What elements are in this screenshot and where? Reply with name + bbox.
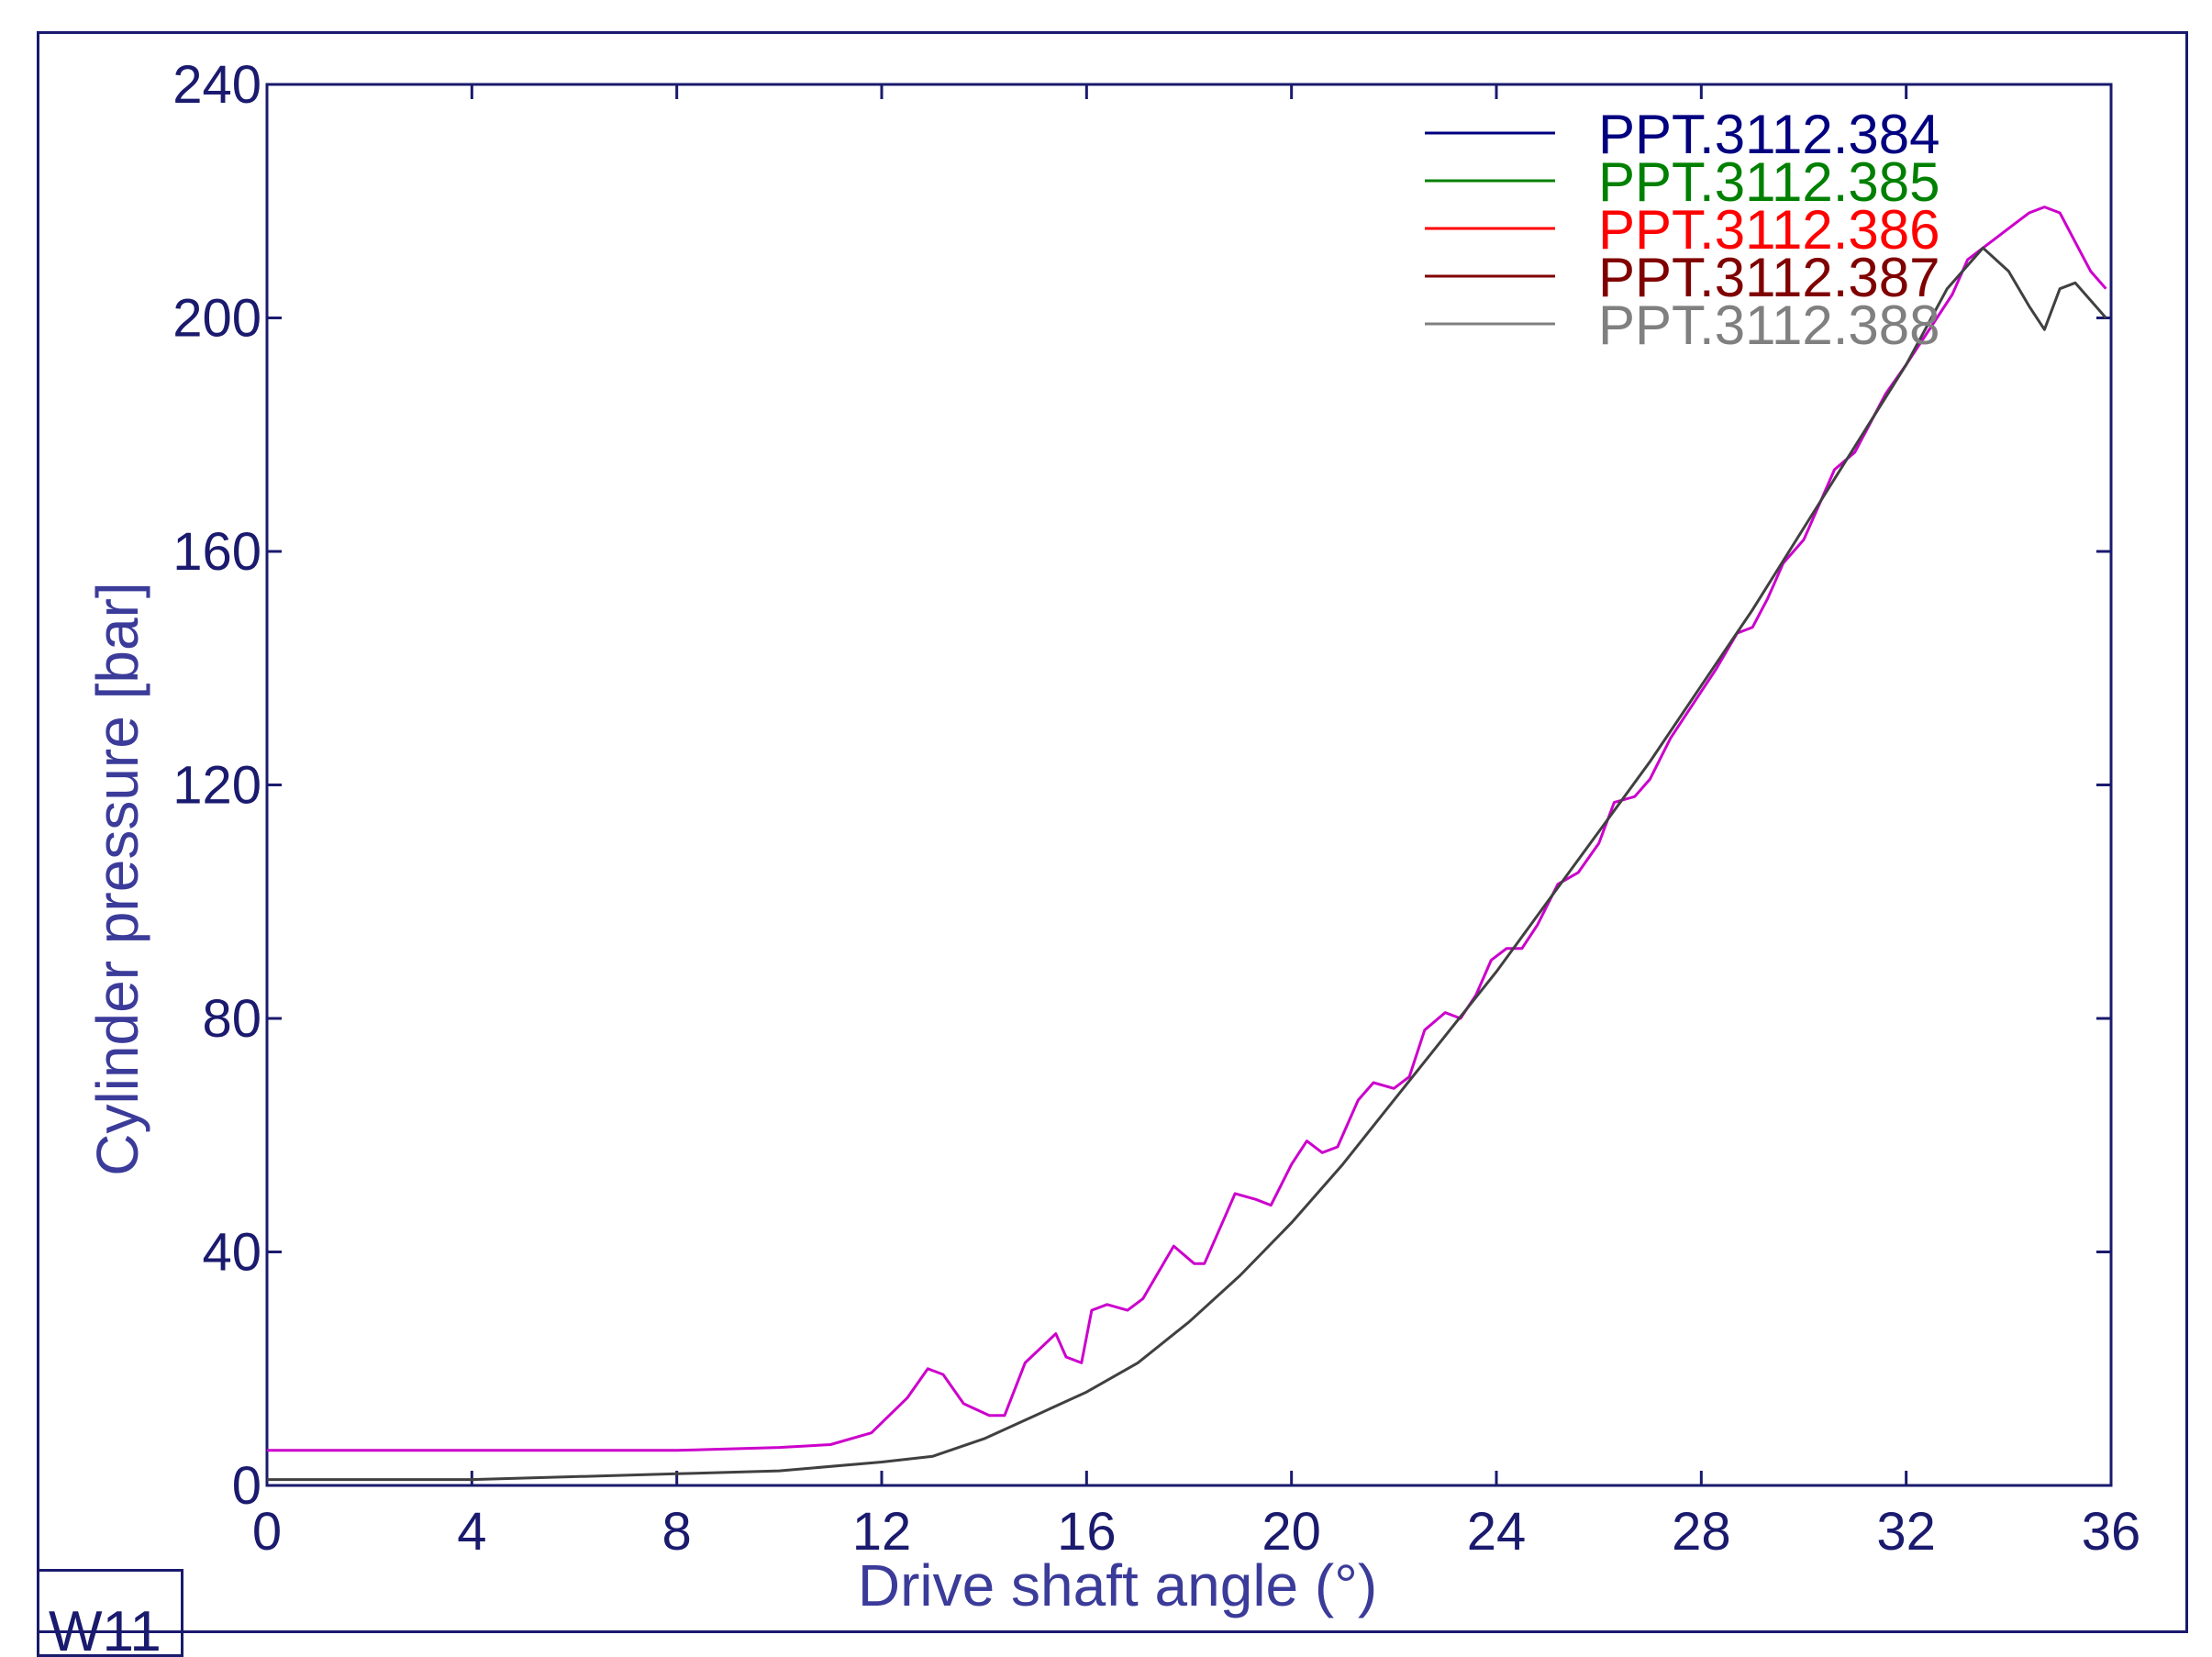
legend-label: PPT.3112.387 <box>1598 247 1940 308</box>
series-line <box>267 206 2107 1452</box>
legend-label: PPT.3112.385 <box>1598 151 1940 213</box>
y-axis-title: Cylinder pressure [bar] <box>84 582 150 1175</box>
legend: PPT.3112.384PPT.3112.385PPT.3112.386PPT.… <box>1425 104 1940 356</box>
y-tick-label: 160 <box>172 522 261 582</box>
x-tick-label: 36 <box>2082 1502 2141 1562</box>
x-tick-label: 12 <box>852 1502 912 1562</box>
corner-label-text: W11 <box>49 1600 161 1657</box>
x-axis-title: Drive shaft angle (°) <box>858 1552 1377 1618</box>
y-tick-label: 240 <box>172 55 261 115</box>
legend-label: PPT.3112.386 <box>1598 199 1940 261</box>
x-tick-label: 16 <box>1057 1502 1117 1562</box>
y-tick-label: 80 <box>202 989 261 1049</box>
series-layer <box>267 206 2107 1482</box>
y-tick-label: 0 <box>232 1456 261 1516</box>
legend-label: PPT.3112.388 <box>1598 295 1940 356</box>
series-line <box>267 246 2107 1482</box>
x-tick-label: 32 <box>1876 1502 1936 1562</box>
x-tick-label: 24 <box>1467 1502 1527 1562</box>
axis-ticks: 0 4 8 12 16 20 24 28 32 36 0 40 80 120 160 200 240 <box>172 55 2140 1562</box>
y-tick-label: 120 <box>172 756 261 816</box>
x-tick-label: 20 <box>1262 1502 1321 1562</box>
y-tick-label: 200 <box>172 289 261 349</box>
corner-label: W11 <box>37 1569 183 1657</box>
x-tick-label: 4 <box>457 1502 486 1562</box>
chart-frame <box>37 31 2188 1633</box>
legend-label: PPT.3112.384 <box>1598 104 1940 165</box>
y-tick-label: 40 <box>202 1223 261 1283</box>
x-tick-label: 28 <box>1672 1502 1731 1562</box>
x-tick-label: 8 <box>662 1502 692 1562</box>
x-tick-label: 0 <box>252 1502 282 1562</box>
